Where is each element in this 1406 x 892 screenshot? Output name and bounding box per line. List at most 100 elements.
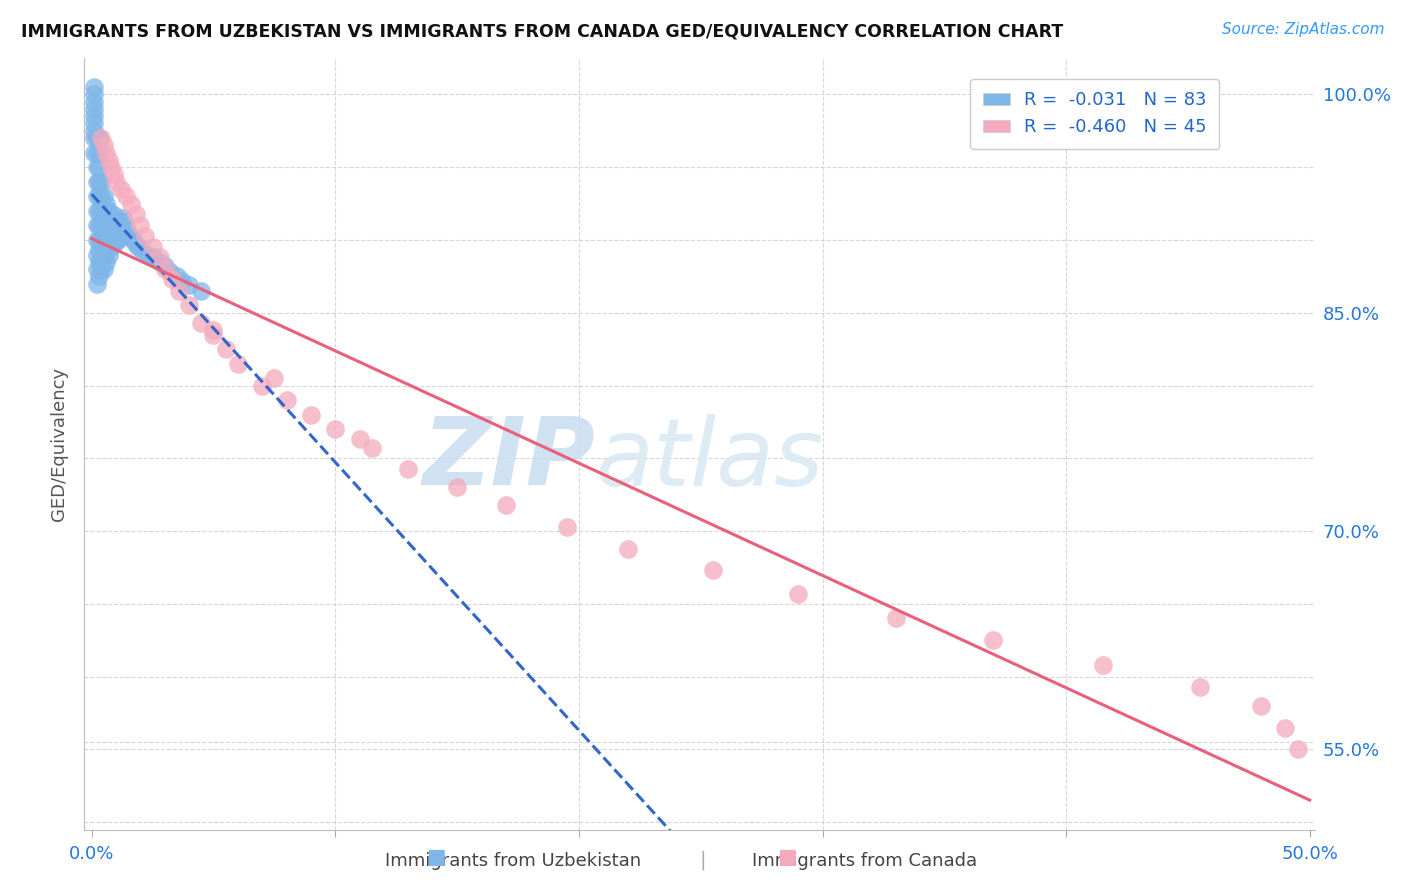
Point bbox=[103, 223, 125, 237]
Point bbox=[129, 219, 152, 233]
Point bbox=[114, 189, 136, 203]
Point bbox=[153, 262, 176, 277]
Point bbox=[1189, 680, 1212, 694]
Point bbox=[616, 541, 638, 556]
Point bbox=[1286, 742, 1309, 756]
Point bbox=[105, 175, 128, 189]
Point bbox=[93, 262, 115, 277]
Point bbox=[702, 563, 724, 577]
Point bbox=[134, 228, 156, 243]
Point bbox=[107, 233, 129, 247]
Point bbox=[105, 233, 128, 247]
Text: Immigrants from Uzbekistan: Immigrants from Uzbekistan bbox=[385, 852, 641, 870]
Point bbox=[117, 226, 139, 240]
Point bbox=[981, 633, 1004, 648]
Point bbox=[202, 323, 225, 337]
Text: atlas: atlas bbox=[595, 414, 823, 505]
Point bbox=[169, 284, 191, 298]
Point bbox=[153, 259, 176, 273]
Point bbox=[93, 138, 115, 153]
Point bbox=[97, 153, 120, 167]
Point bbox=[110, 228, 132, 243]
Point bbox=[124, 237, 146, 252]
Point bbox=[787, 587, 810, 601]
Point bbox=[179, 298, 201, 312]
Point bbox=[87, 203, 110, 218]
Point bbox=[136, 247, 159, 261]
Point bbox=[250, 378, 273, 392]
Point bbox=[87, 219, 110, 233]
Point bbox=[190, 284, 212, 298]
Point bbox=[884, 611, 907, 625]
Point bbox=[276, 393, 298, 408]
Point bbox=[90, 262, 112, 277]
Point bbox=[97, 203, 120, 218]
Point bbox=[90, 189, 112, 203]
Point bbox=[124, 207, 146, 221]
Point bbox=[1274, 721, 1296, 735]
Point bbox=[110, 182, 132, 196]
Point bbox=[103, 237, 125, 252]
Point bbox=[122, 233, 145, 247]
Point bbox=[86, 175, 108, 189]
Point bbox=[86, 203, 108, 218]
Point bbox=[132, 244, 155, 259]
Point bbox=[90, 251, 112, 265]
Point bbox=[83, 87, 105, 102]
Text: IMMIGRANTS FROM UZBEKISTAN VS IMMIGRANTS FROM CANADA GED/EQUIVALENCY CORRELATION: IMMIGRANTS FROM UZBEKISTAN VS IMMIGRANTS… bbox=[21, 22, 1063, 40]
Text: Immigrants from Canada: Immigrants from Canada bbox=[752, 852, 977, 870]
Point bbox=[349, 433, 371, 447]
Point bbox=[90, 131, 112, 145]
Point bbox=[86, 262, 108, 277]
Point bbox=[83, 116, 105, 130]
Point bbox=[226, 357, 249, 371]
Point bbox=[90, 203, 112, 218]
Point bbox=[120, 196, 142, 211]
Point bbox=[112, 211, 135, 226]
Point bbox=[83, 109, 105, 123]
Point bbox=[87, 233, 110, 247]
Point bbox=[323, 422, 346, 436]
Point bbox=[86, 247, 108, 261]
Point bbox=[83, 95, 105, 109]
Point bbox=[112, 226, 135, 240]
Point bbox=[190, 316, 212, 330]
Point bbox=[103, 168, 125, 182]
Point bbox=[120, 230, 142, 244]
Point bbox=[93, 189, 115, 203]
Point bbox=[1091, 658, 1114, 673]
Point bbox=[96, 145, 118, 160]
Point bbox=[166, 269, 188, 284]
Point bbox=[127, 240, 149, 254]
Text: Source: ZipAtlas.com: Source: ZipAtlas.com bbox=[1222, 22, 1385, 37]
Point bbox=[97, 219, 120, 233]
Point bbox=[159, 265, 181, 279]
Point bbox=[179, 278, 201, 293]
Point bbox=[142, 240, 165, 254]
Text: ZIP: ZIP bbox=[422, 413, 595, 505]
Point bbox=[142, 251, 165, 265]
Point bbox=[97, 247, 120, 261]
Point bbox=[93, 247, 115, 261]
Point bbox=[86, 131, 108, 145]
Point bbox=[87, 243, 110, 257]
Point bbox=[149, 251, 172, 265]
Point bbox=[87, 160, 110, 174]
Point bbox=[100, 211, 122, 226]
Point bbox=[1250, 698, 1272, 713]
Text: ■: ■ bbox=[778, 847, 797, 867]
Point bbox=[93, 203, 115, 218]
Point bbox=[83, 102, 105, 116]
Text: |: | bbox=[700, 850, 706, 870]
Point bbox=[90, 219, 112, 233]
Point bbox=[360, 441, 382, 455]
Point bbox=[495, 498, 517, 512]
Point bbox=[96, 254, 118, 268]
Y-axis label: GED/Equivalency: GED/Equivalency bbox=[49, 367, 67, 521]
Point bbox=[202, 327, 225, 342]
Point bbox=[87, 175, 110, 189]
Point bbox=[86, 160, 108, 174]
Point bbox=[100, 160, 122, 174]
Point bbox=[93, 219, 115, 233]
Point bbox=[170, 274, 193, 288]
